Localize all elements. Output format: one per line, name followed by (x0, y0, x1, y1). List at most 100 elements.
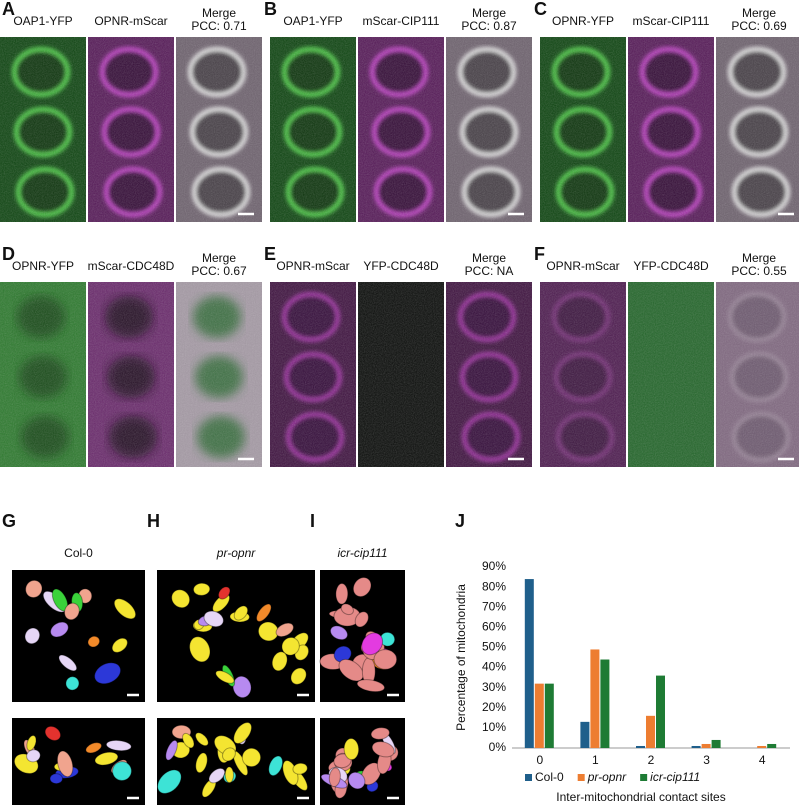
grain (176, 282, 262, 467)
mitochondrion (335, 583, 349, 605)
bar (590, 649, 600, 748)
mitochondrion (94, 751, 119, 766)
grain (88, 37, 174, 222)
micrograph (358, 37, 444, 222)
mitochondrion (65, 676, 80, 691)
mitochondrion (217, 586, 231, 600)
mitochondrion (44, 725, 62, 741)
bar (636, 745, 645, 748)
mitochondrion (343, 738, 360, 761)
micrograph (88, 282, 174, 467)
micrograph (0, 37, 86, 222)
channel-label: OPNR-YFP (12, 259, 74, 273)
bar (600, 659, 610, 748)
mitochondrion (338, 658, 364, 682)
mitochondrion (281, 636, 300, 656)
channel-label: mScar-CIP111 (363, 14, 440, 28)
render-image (157, 570, 315, 702)
panel-letter: H (147, 511, 160, 531)
mitochondrion (171, 589, 191, 609)
mitochondrion (56, 750, 74, 778)
legend-label: icr-cip111 (650, 770, 700, 784)
micrograph (176, 282, 262, 467)
mitochondrion (85, 742, 102, 754)
mitochondrion (215, 670, 235, 684)
mitochondrion (49, 773, 63, 785)
mitochondrion (241, 747, 262, 768)
bar (524, 579, 534, 748)
panel-letter: E (264, 244, 276, 264)
pcc-label: PCC: 0.55 (731, 264, 787, 278)
grain (628, 37, 714, 222)
grain (0, 282, 86, 467)
mitochondrion (370, 727, 390, 740)
bar (580, 721, 590, 748)
merge-label: Merge (472, 251, 506, 265)
mitochondrion (203, 610, 224, 628)
channel-label: OAP1-YFP (283, 14, 342, 28)
mitochondrion (105, 739, 132, 752)
channel-label: OPNR-mScar (546, 259, 619, 273)
micrograph (716, 37, 799, 222)
mitochondrion (189, 636, 211, 663)
merge-label: Merge (202, 251, 236, 265)
merge-label: Merge (472, 6, 506, 20)
y-tick-label: 0% (489, 740, 507, 754)
mitochondrion (24, 627, 41, 645)
merge-label: Merge (742, 6, 776, 20)
mitochondrion (94, 662, 122, 685)
micrograph (540, 37, 626, 222)
micrograph (0, 282, 86, 467)
render-image (319, 570, 405, 702)
mitochondrion (222, 747, 236, 762)
mitochondrion (352, 577, 372, 598)
y-tick-label: 40% (482, 660, 506, 674)
mitochondrion (361, 632, 384, 656)
render-image (320, 718, 405, 805)
bar (534, 683, 544, 748)
mitochondrion (113, 598, 137, 620)
mitochondrion (87, 635, 101, 648)
grain (716, 282, 799, 467)
panel-letter: G (2, 511, 16, 531)
bar (544, 683, 554, 748)
mitochondrion (371, 741, 395, 758)
y-tick-label: 50% (482, 640, 506, 654)
mitochondrion (354, 611, 369, 628)
render-title: Col-0 (64, 546, 93, 560)
grain (446, 37, 532, 222)
mitochondrion (271, 651, 288, 672)
micrograph (628, 282, 714, 467)
channel-label: OPNR-YFP (552, 14, 614, 28)
x-tick-label: 1 (592, 753, 599, 767)
mitochondrion (347, 771, 366, 790)
mitochondrion (290, 667, 307, 685)
grain (716, 37, 799, 222)
mitochondrion (195, 732, 209, 747)
legend-label: Col-0 (535, 770, 564, 784)
y-tick-label: 30% (482, 680, 506, 694)
channel-label: YFP-CDC48D (363, 259, 439, 273)
render-image (157, 718, 315, 805)
mitochondrion (111, 637, 128, 653)
channel-label: YFP-CDC48D (633, 259, 709, 273)
channel-label: mScar-CIP111 (633, 14, 710, 28)
grain (358, 282, 444, 467)
legend-swatch (640, 774, 648, 781)
mitochondrion (373, 649, 398, 670)
merge-label: Merge (742, 251, 776, 265)
legend-label: pr-opnr (587, 770, 627, 784)
mitochondrion (275, 622, 294, 638)
grain (540, 37, 626, 222)
bar (757, 745, 767, 748)
mitochondrion (182, 732, 195, 749)
y-tick-label: 20% (482, 700, 506, 714)
x-tick-label: 0 (536, 753, 543, 767)
pcc-label: PCC: NA (465, 264, 514, 278)
merge-label: Merge (202, 6, 236, 20)
bar (646, 715, 655, 748)
x-tick-label: 4 (759, 753, 766, 767)
bar (767, 743, 777, 748)
y-tick-label: 80% (482, 579, 506, 593)
